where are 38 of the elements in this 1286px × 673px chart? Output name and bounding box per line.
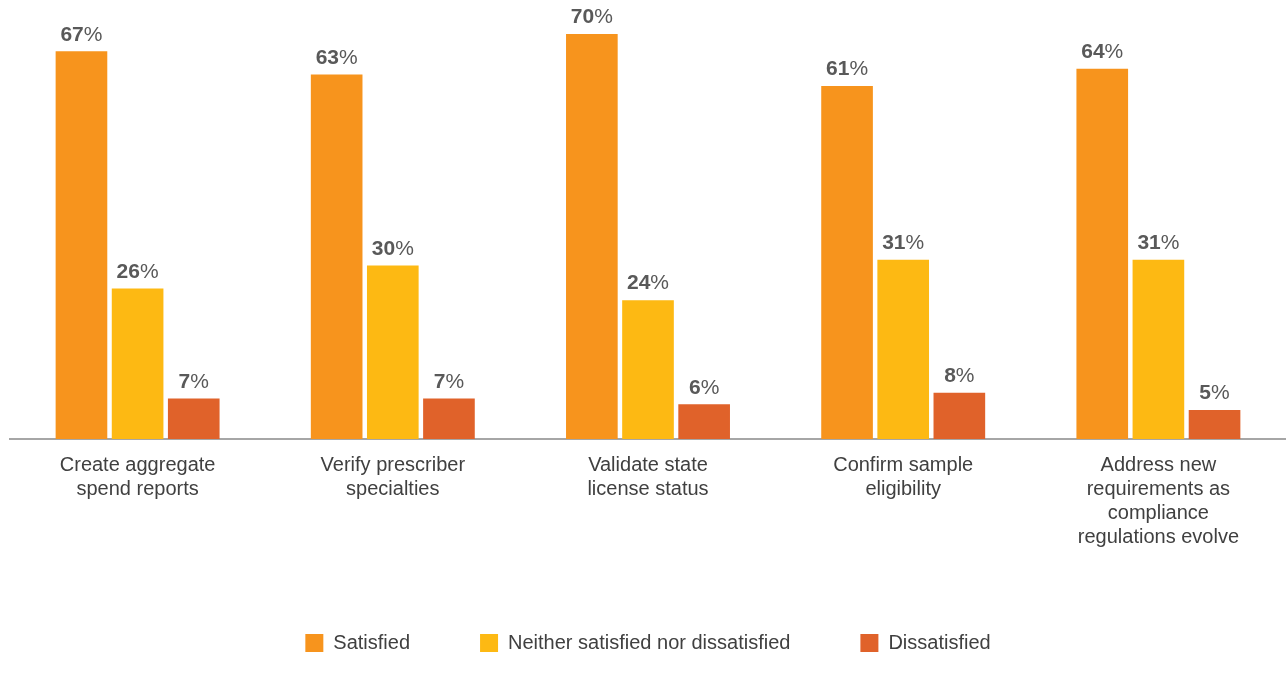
bar bbox=[111, 288, 164, 439]
bar bbox=[622, 300, 674, 439]
bar bbox=[167, 398, 220, 439]
bar bbox=[1188, 410, 1241, 439]
data-label: 8% bbox=[944, 363, 975, 387]
bar bbox=[310, 74, 363, 439]
x-tick-label: Address new requirements as compliance regulations evolve bbox=[1077, 452, 1240, 547]
data-label: 7% bbox=[178, 368, 209, 392]
data-label: 7% bbox=[433, 368, 465, 392]
bar bbox=[678, 404, 730, 439]
data-label: 67% bbox=[60, 21, 103, 45]
data-label: 31% bbox=[1137, 229, 1180, 253]
bar bbox=[366, 265, 419, 439]
legend-label: Neither satisfied nor dissatisfied bbox=[508, 630, 791, 653]
bar bbox=[821, 86, 873, 439]
bar bbox=[933, 392, 986, 439]
bar bbox=[566, 34, 618, 439]
data-label: 6% bbox=[688, 374, 720, 398]
data-label: 63% bbox=[315, 44, 358, 68]
legend-label: Dissatisfied bbox=[888, 630, 991, 653]
data-label: 26% bbox=[116, 258, 159, 282]
bar bbox=[1132, 259, 1185, 439]
data-label: 70% bbox=[570, 4, 613, 28]
data-label: 31% bbox=[882, 229, 925, 253]
bar bbox=[877, 259, 930, 439]
bar bbox=[55, 51, 108, 439]
x-tick-label: Confirm sample eligibility bbox=[833, 452, 974, 499]
legend-label: Satisfied bbox=[333, 630, 411, 653]
x-tick-label: Validate state license status bbox=[587, 452, 709, 499]
data-label: 61% bbox=[826, 56, 869, 80]
x-tick-label: Create aggregate spend reports bbox=[59, 452, 216, 499]
x-tick-label: Verify prescriber specialties bbox=[320, 452, 466, 499]
bar bbox=[1076, 68, 1129, 439]
data-label: 64% bbox=[1081, 39, 1124, 63]
bar bbox=[423, 398, 475, 439]
data-label: 24% bbox=[626, 270, 670, 294]
data-label: 5% bbox=[1199, 380, 1230, 404]
data-label: 30% bbox=[371, 235, 414, 259]
